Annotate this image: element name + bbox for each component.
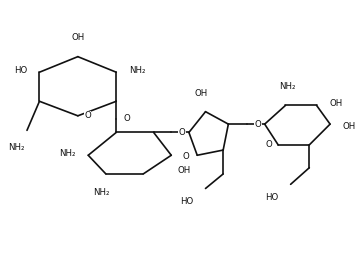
Text: OH: OH <box>329 99 342 108</box>
Text: OH: OH <box>195 89 208 98</box>
Text: NH₂: NH₂ <box>59 149 76 158</box>
Text: O: O <box>265 140 272 149</box>
Text: OH: OH <box>71 33 84 42</box>
Text: O: O <box>254 120 261 129</box>
Text: NH₂: NH₂ <box>8 143 25 152</box>
Text: O: O <box>179 128 185 137</box>
Text: HO: HO <box>180 197 193 206</box>
Text: NH₂: NH₂ <box>129 66 145 75</box>
Text: HO: HO <box>265 193 278 202</box>
Text: NH₂: NH₂ <box>93 189 110 197</box>
Text: NH₂: NH₂ <box>279 82 296 91</box>
Text: HO: HO <box>14 66 27 75</box>
Text: O: O <box>84 111 91 120</box>
Text: OH: OH <box>343 122 356 131</box>
Text: OH: OH <box>178 166 191 175</box>
Text: O: O <box>182 152 189 161</box>
Text: O: O <box>124 114 130 123</box>
